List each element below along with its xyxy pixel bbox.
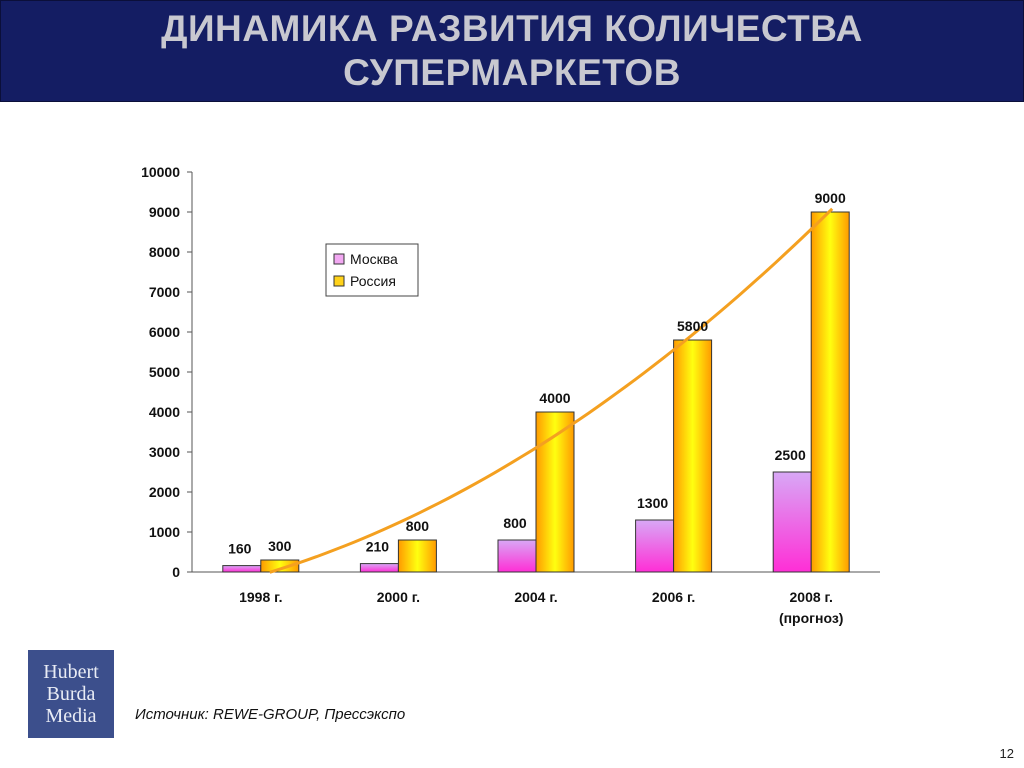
legend-label: Москва	[350, 251, 398, 267]
y-tick-label: 1000	[149, 524, 180, 540]
bar-moskva	[359, 563, 399, 573]
hubert-burda-media-logo: Hubert Burda Media	[28, 650, 114, 738]
data-label: 2500	[775, 447, 806, 463]
bar-rossiya	[810, 211, 850, 573]
bar-moskva	[222, 565, 262, 573]
y-tick-label: 5000	[149, 364, 180, 380]
x-tick-label: 2000 г.	[377, 589, 420, 605]
x-tick-label: 1998 г.	[239, 589, 282, 605]
bar-moskva	[497, 539, 537, 573]
bar-rossiya	[397, 539, 437, 573]
bar-rossiya	[673, 339, 713, 573]
bar-moskva	[772, 471, 812, 573]
trendline-rossiya	[269, 207, 834, 574]
chart-legend: Москва Россия	[325, 243, 419, 297]
x-tick-label: 2008 г.	[790, 589, 833, 605]
y-tick-label: 3000	[149, 444, 180, 460]
data-label: 160	[228, 541, 252, 557]
legend-swatch	[333, 275, 345, 287]
data-label: 800	[406, 518, 430, 534]
chart-trendline	[269, 207, 834, 574]
chart-axes: 0 1000 2000 3000 4000 5000 6000 7000 8000 9000 100…	[141, 164, 880, 580]
x-tick-label: 2006 г.	[652, 589, 695, 605]
y-tick-label: 7000	[149, 284, 180, 300]
x-tick-label: 2004 г.	[514, 589, 557, 605]
legend-box	[325, 243, 419, 297]
y-tick-label: 2000	[149, 484, 180, 500]
data-label: 9000	[815, 190, 846, 206]
bar-rossiya	[260, 559, 300, 573]
data-label: 5800	[677, 318, 708, 334]
y-tick-label: 10000	[141, 164, 180, 180]
y-tick-label: 6000	[149, 324, 180, 340]
page-title-line-2: СУПЕРМАРКЕТОВ	[343, 52, 681, 93]
logo-word: Hubert	[43, 661, 99, 683]
legend-swatch	[333, 253, 345, 265]
legend-label: Россия	[350, 273, 396, 289]
y-tick-label: 8000	[149, 244, 180, 260]
bar-moskva	[635, 519, 675, 573]
data-label: 1300	[637, 495, 668, 511]
y-tick-label: 4000	[149, 404, 180, 420]
data-label: 210	[366, 539, 390, 555]
chart-labels: 160 300 1998 г. 210 800 2000 г. 800 4000 2004 г.…	[228, 190, 846, 626]
page-number: 12	[999, 746, 1014, 761]
y-tick-label: 9000	[149, 204, 180, 220]
data-label: 300	[268, 538, 292, 554]
title-bar: ДИНАМИКА РАЗВИТИЯ КОЛИЧЕСТВА СУПЕРМАРКЕТ…	[0, 0, 1024, 102]
logo-word: Media	[45, 705, 97, 727]
page-title-line-1: ДИНАМИКА РАЗВИТИЯ КОЛИЧЕСТВА	[161, 8, 863, 49]
source-note: Источник: REWE-GROUP, Прессэкспо	[135, 706, 406, 723]
data-label: 4000	[539, 390, 570, 406]
x-tick-label: (прогноз)	[779, 610, 844, 626]
y-tick-label: 0	[172, 564, 180, 580]
data-label: 800	[503, 515, 527, 531]
logo-word: Burda	[46, 683, 96, 705]
bar-rossiya	[535, 411, 575, 573]
chart-bars	[222, 211, 850, 573]
